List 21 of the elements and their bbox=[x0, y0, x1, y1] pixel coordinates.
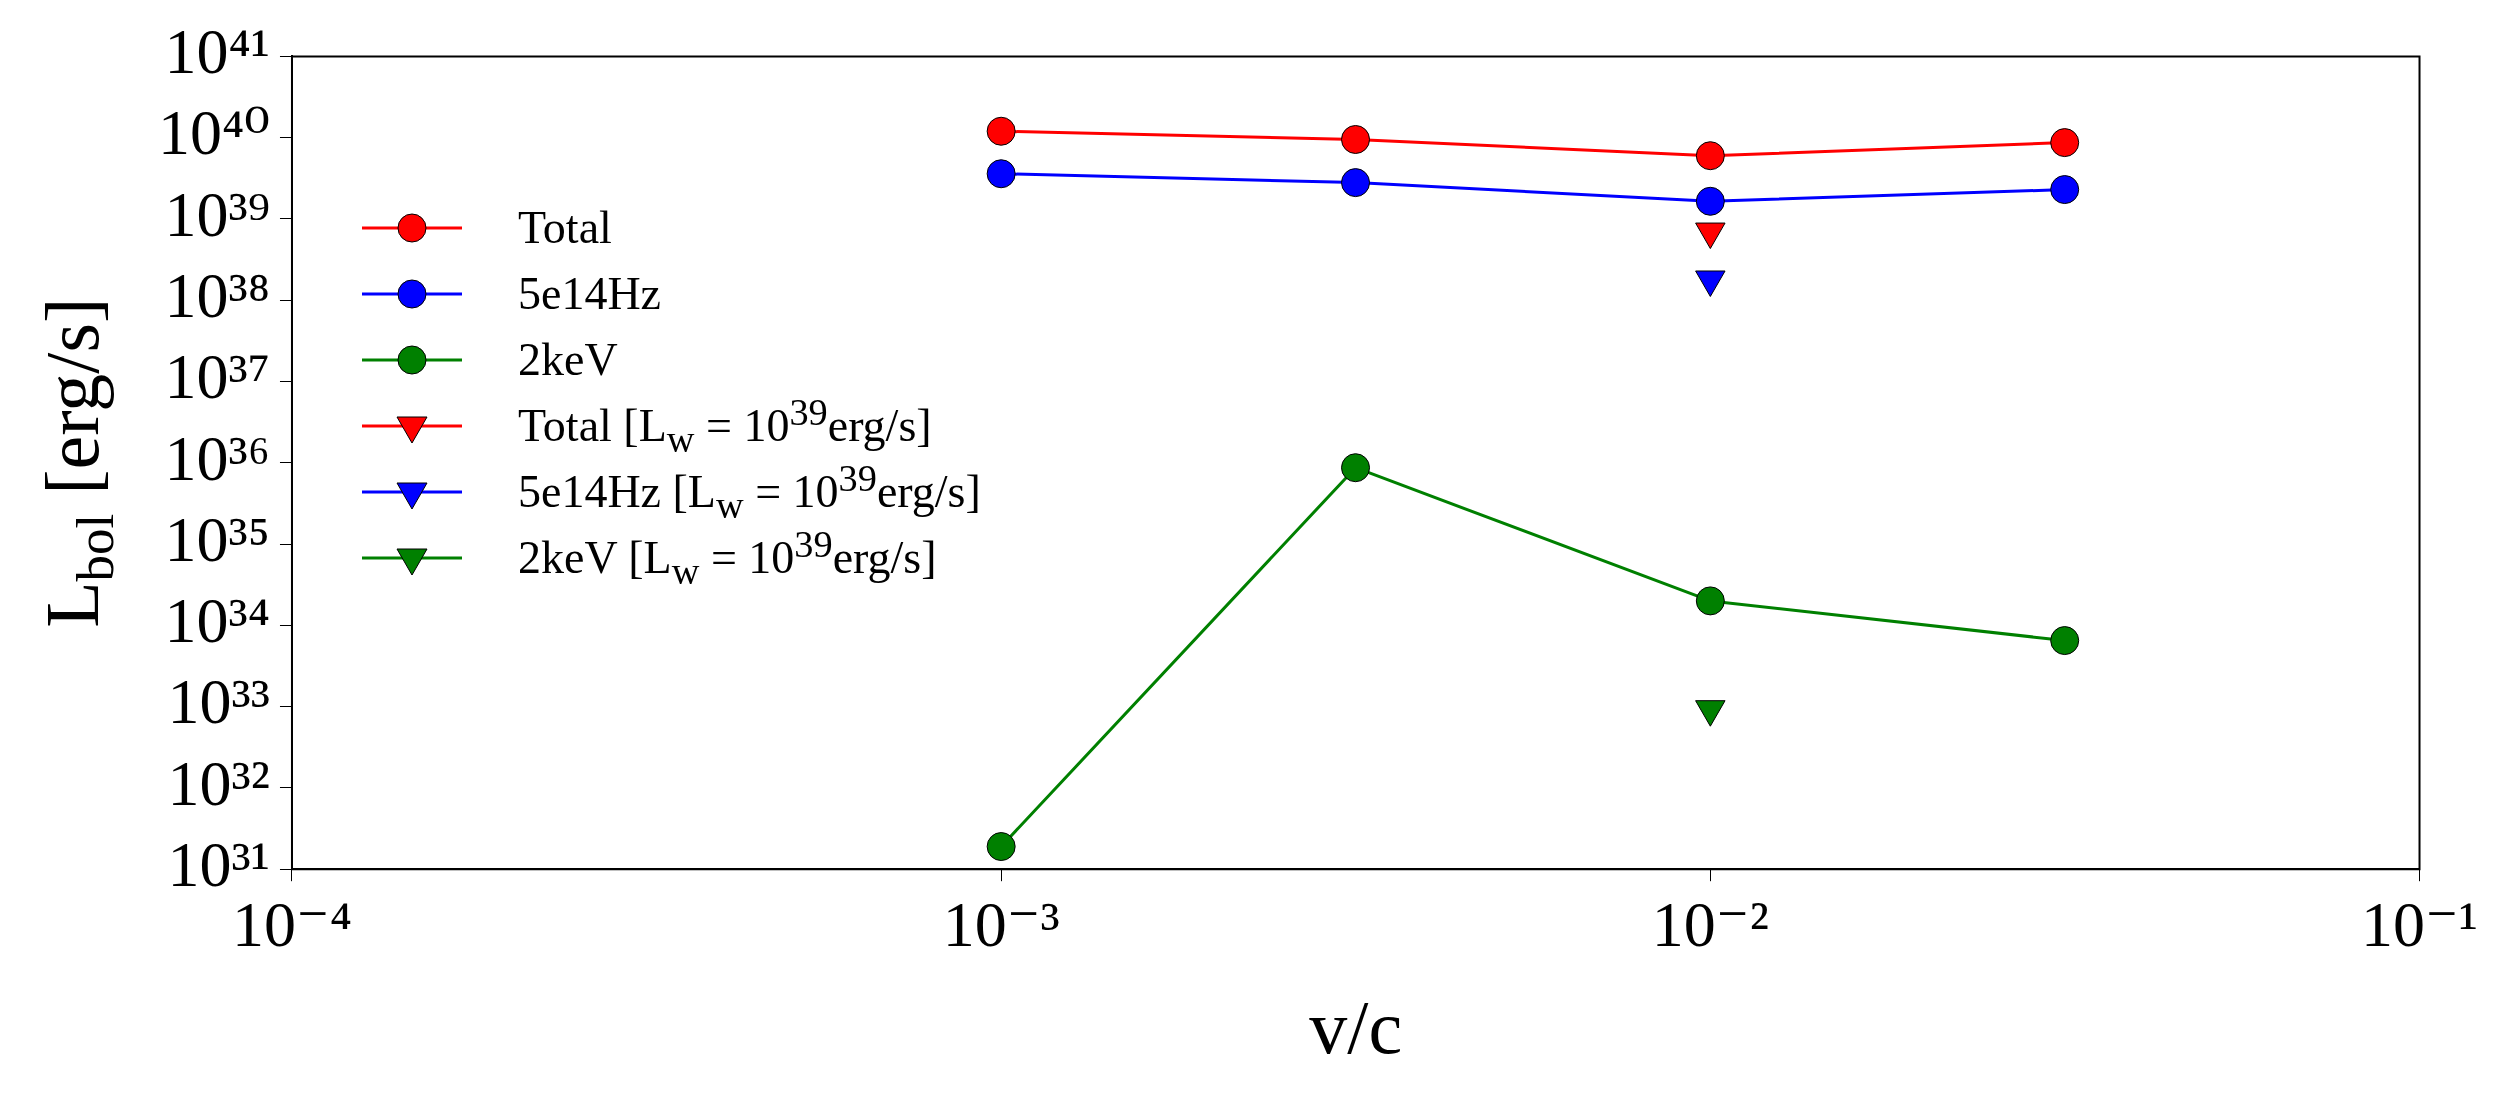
y-tick-label: 10⁴⁰ bbox=[158, 97, 270, 169]
y-tick-label: 10⁴¹ bbox=[164, 16, 270, 88]
y-tick-label: 10³⁵ bbox=[164, 503, 270, 575]
x-axis-title: v/c bbox=[1309, 985, 1403, 1069]
legend-label: 5e14Hz [L$_{w}$ = 10$^{39}$erg/s] bbox=[517, 457, 981, 526]
y-tick-label: 10³⁹ bbox=[164, 178, 270, 250]
legend-label: Total [L$_{w}$ = 10$^{39}$erg/s] bbox=[517, 391, 932, 460]
y-tick-label: 10³⁷ bbox=[164, 341, 270, 413]
legend-label: 2keV [L$_{w}$ = 10$^{39}$erg/s] bbox=[517, 523, 937, 592]
y-tick-label: 10³⁸ bbox=[164, 260, 270, 332]
x-tick-label: 10⁻³ bbox=[942, 889, 1060, 961]
x-tick-label: 10⁻² bbox=[1651, 889, 1769, 961]
y-axis-title: Lbol [erg/s] bbox=[30, 297, 125, 628]
legend-label: 2keV bbox=[517, 333, 618, 387]
y-tick-label: 10³⁶ bbox=[164, 422, 270, 494]
legend-label: Total bbox=[517, 201, 612, 255]
legend-label: 5e14Hz bbox=[517, 267, 662, 321]
x-tick-label: 10⁻¹ bbox=[2361, 889, 2478, 961]
y-tick-label: 10³⁴ bbox=[164, 585, 270, 657]
y-tick-label: 10³² bbox=[167, 747, 270, 819]
y-tick-label: 10³³ bbox=[167, 666, 270, 738]
